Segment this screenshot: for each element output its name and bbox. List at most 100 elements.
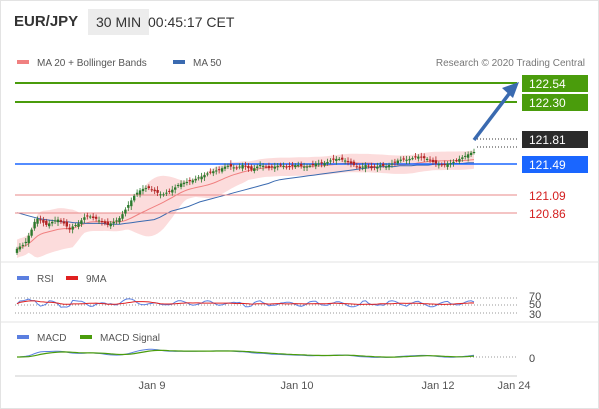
level-badge-121-49: 121.49 <box>522 156 588 173</box>
candle-body <box>349 161 353 164</box>
candle-body <box>449 163 452 165</box>
x-tick-jan-10: Jan 10 <box>280 380 313 392</box>
candle-body <box>247 166 250 169</box>
candle-body <box>364 165 367 169</box>
candle-body <box>112 221 115 224</box>
candle-body <box>215 170 218 172</box>
candle-body <box>387 165 391 168</box>
candle-body <box>232 167 235 169</box>
ma50-legend-label: MA 50 <box>193 58 222 69</box>
candle-body <box>162 194 165 196</box>
macd-level-zero: 0 <box>529 353 535 365</box>
candle-body <box>71 226 74 230</box>
candle-body <box>343 160 347 162</box>
candle-body <box>106 221 109 225</box>
candle-body <box>235 167 238 169</box>
candle-body <box>138 190 142 195</box>
candle-body <box>317 163 320 165</box>
chart-header: EUR/JPY 30 MIN 00:45:17 CET <box>0 0 599 42</box>
candle-body <box>370 166 373 169</box>
candle-body <box>226 165 230 167</box>
candle-body <box>472 152 476 153</box>
candle-body <box>282 165 285 167</box>
candle-body <box>346 161 350 163</box>
candle-body <box>27 235 30 244</box>
candle-body <box>267 166 271 169</box>
candle-body <box>341 157 344 160</box>
ma20-legend-swatch <box>17 60 29 64</box>
candle-body <box>425 158 429 160</box>
candle-body <box>203 175 206 178</box>
candle-body <box>39 219 42 221</box>
candle-body <box>65 221 68 227</box>
candle-body <box>367 165 370 167</box>
candle-body <box>135 192 139 195</box>
timeframe-badge[interactable]: 30 MIN <box>88 9 150 35</box>
candle-body <box>285 166 288 168</box>
forecast-arrow-head <box>502 82 519 98</box>
candle-body <box>244 165 247 167</box>
candle-body <box>405 159 408 161</box>
level-label-121-09: 121.09 <box>529 189 566 203</box>
x-tick-jan-24: Jan 24 <box>497 380 530 392</box>
rsi-legend-label: RSI <box>37 274 54 285</box>
candle-body <box>329 160 332 162</box>
candle-body <box>171 189 174 193</box>
candle-body <box>200 176 203 180</box>
candle-body <box>352 161 356 166</box>
candle-body <box>466 154 470 158</box>
candle-body <box>92 216 95 218</box>
x-tick-jan-9: Jan 9 <box>139 380 166 392</box>
ma50-line <box>16 162 474 225</box>
time-label: 00:45:17 CET <box>148 14 235 30</box>
candle-body <box>305 166 309 168</box>
candle-body <box>86 215 89 217</box>
candle-body <box>56 219 60 223</box>
symbol-label: EUR/JPY <box>14 13 79 30</box>
candle-body <box>94 216 98 219</box>
candle-body <box>461 157 464 159</box>
candle-body <box>51 221 54 224</box>
candle-body <box>159 194 162 196</box>
candle-body <box>185 182 189 183</box>
level-badge-122-54: 122.54 <box>522 75 588 92</box>
svg-text:121.49: 121.49 <box>529 158 566 172</box>
candle-body <box>261 165 265 167</box>
candle-body <box>36 218 39 224</box>
candle-body <box>355 166 358 168</box>
candle-body <box>402 158 405 160</box>
candle-body <box>24 241 27 244</box>
candle-body <box>83 217 86 220</box>
signal-legend-label: MACD Signal <box>100 333 160 344</box>
candle-body <box>33 221 36 229</box>
candle-body <box>118 218 121 223</box>
candle-body <box>130 200 133 207</box>
candle-body <box>440 164 443 166</box>
candle-body <box>144 188 148 190</box>
candle-body <box>103 221 107 224</box>
candle-body <box>68 227 71 230</box>
candle-body <box>469 152 473 155</box>
candle-body <box>335 158 338 161</box>
candle-body <box>156 190 159 193</box>
candle-body <box>194 178 197 181</box>
candle-body <box>443 163 446 166</box>
candle-body <box>414 156 417 158</box>
candle-body <box>437 164 440 166</box>
candle-body <box>279 164 282 166</box>
candle-body <box>326 162 329 164</box>
candle-body <box>206 173 209 175</box>
candle-body <box>297 165 300 167</box>
candle-body <box>455 160 458 162</box>
candle-body <box>417 156 420 159</box>
ma9-legend-label: 9MA <box>86 274 107 285</box>
candle-body <box>48 223 51 227</box>
candle-body <box>238 166 241 168</box>
candle-body <box>288 166 291 167</box>
candle-body <box>273 166 276 169</box>
candle-body <box>420 156 423 158</box>
candle-body <box>100 221 104 222</box>
candle-body <box>294 165 297 168</box>
ma20-legend-label: MA 20 + Bollinger Bands <box>37 58 147 69</box>
candle-body <box>133 195 136 201</box>
